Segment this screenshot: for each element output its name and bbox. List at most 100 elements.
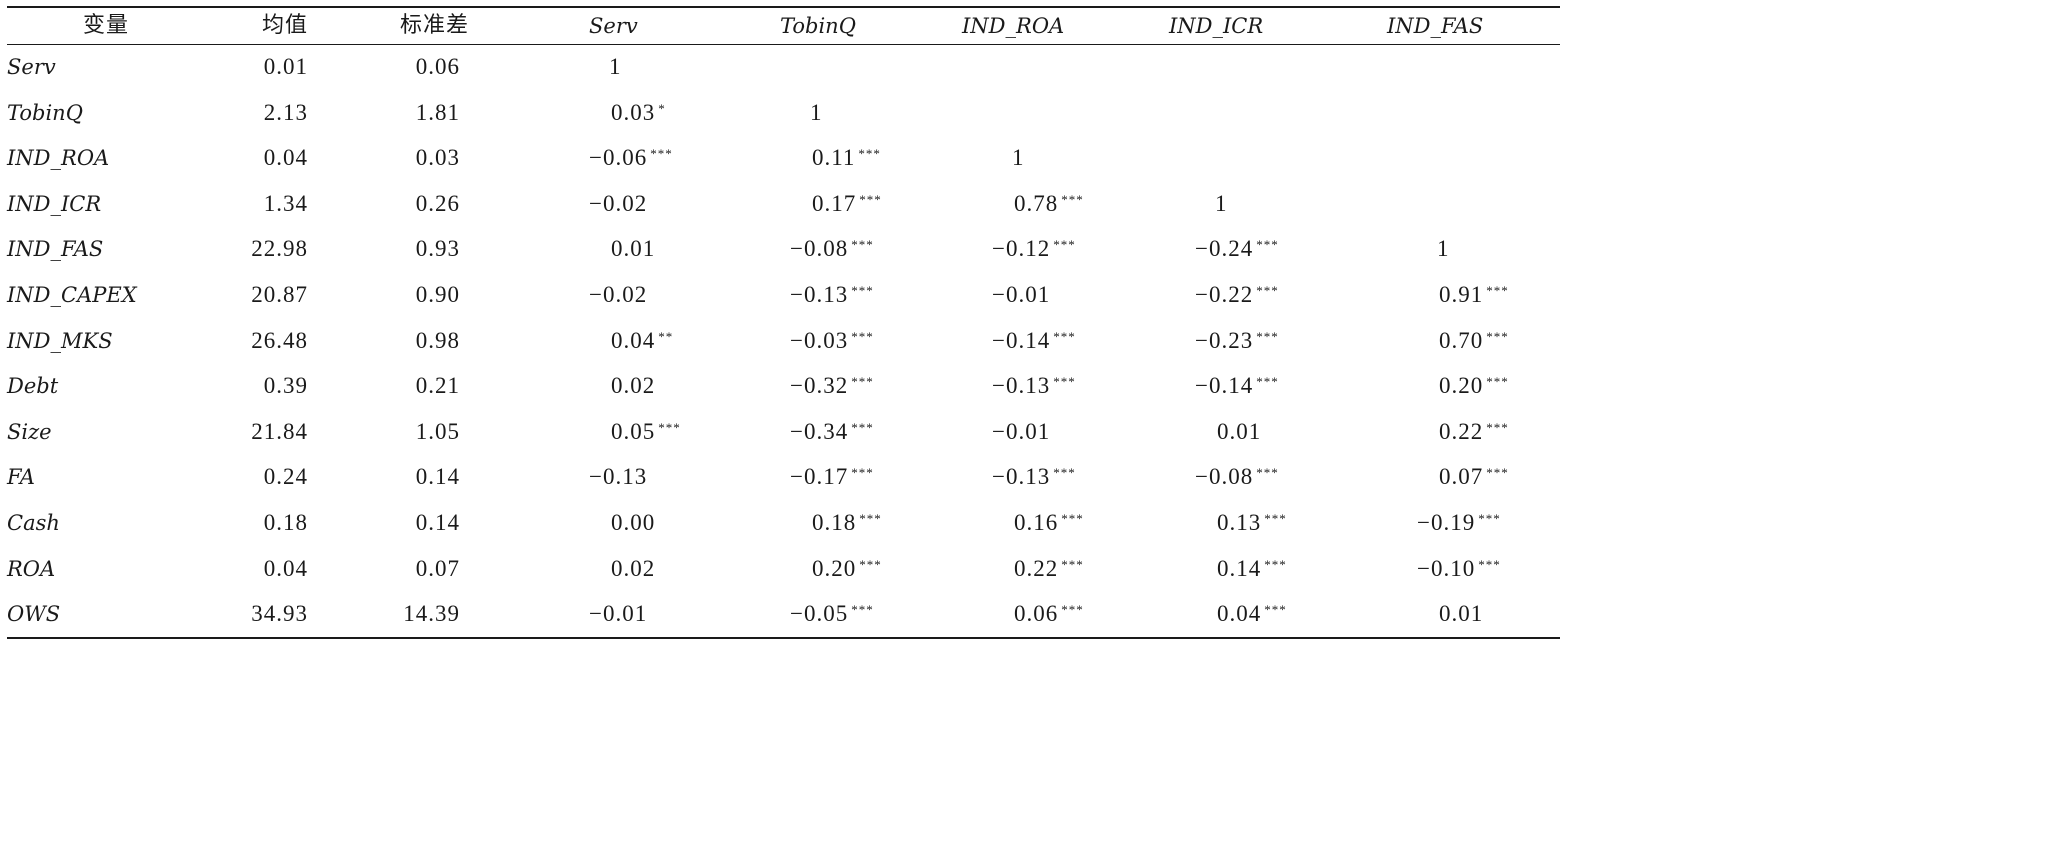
significance-stars: *** — [1053, 329, 1076, 344]
significance-stars: *** — [1264, 511, 1287, 526]
correlation-cell: 0.07 *** — [1439, 462, 1509, 495]
correlation-cell: −0.06 *** — [589, 143, 673, 176]
variable-name: Size — [7, 420, 52, 444]
variable-name: Serv — [7, 55, 56, 79]
significance-stars: *** — [1264, 557, 1287, 572]
correlation-value: −0.19 — [1417, 510, 1476, 535]
correlation-value: −0.08 — [790, 236, 849, 261]
correlation-cell: −0.34 *** — [790, 417, 874, 450]
mean-value: 1.34 — [263, 191, 308, 216]
significance-stars: *** — [1478, 557, 1501, 572]
significance-stars: *** — [1053, 465, 1076, 480]
table-top-rule — [7, 6, 1560, 8]
correlation-cell: −0.13 *** — [992, 371, 1076, 404]
correlation-value: −0.22 — [1195, 282, 1254, 307]
mean-value: 0.04 — [263, 145, 308, 170]
correlation-value: 0.04 — [611, 328, 656, 353]
correlation-value: 0.17 — [812, 191, 857, 216]
correlation-value: 1 — [1215, 191, 1228, 216]
correlation-cell: 0.91 *** — [1439, 280, 1509, 313]
variable-name: IND_ICR — [7, 192, 102, 216]
correlation-value: 0.91 — [1439, 282, 1484, 307]
correlation-cell: −0.03 *** — [790, 326, 874, 359]
correlation-value: −0.13 — [992, 464, 1051, 489]
sd-value: 0.14 — [415, 464, 460, 489]
table-row: IND_MKS 26.48 0.98 0.04 ** −0.03 *** −0.14 *** −0… — [7, 326, 1560, 356]
correlation-cell: −0.01 — [589, 599, 647, 629]
correlation-value: 0.01 — [1217, 419, 1262, 444]
significance-stars: *** — [851, 329, 874, 344]
correlation-cell: −0.19 *** — [1417, 508, 1501, 541]
mean-value: 22.98 — [251, 236, 308, 261]
significance-stars: *** — [851, 420, 874, 435]
correlation-value: −0.14 — [992, 328, 1051, 353]
correlation-value: −0.32 — [790, 373, 849, 398]
sd-value: 0.26 — [415, 191, 460, 216]
significance-stars: *** — [1256, 374, 1279, 389]
significance-stars: *** — [859, 557, 882, 572]
mean-value: 0.04 — [263, 556, 308, 581]
table-row: OWS 34.93 14.39 −0.01 −0.05 *** 0.06 *** 0.04 ***… — [7, 599, 1560, 629]
correlation-cell: −0.01 — [992, 417, 1050, 447]
significance-stars: *** — [1486, 465, 1509, 480]
correlation-cell: −0.24 *** — [1195, 234, 1279, 267]
significance-stars: *** — [1053, 237, 1076, 252]
significance-stars: *** — [1256, 329, 1279, 344]
table-row: ROA 0.04 0.07 0.02 0.20 *** 0.22 *** 0.14 *** −0.1… — [7, 554, 1560, 584]
correlation-cell: 0.18 *** — [812, 508, 882, 541]
correlation-cell: −0.32 *** — [790, 371, 874, 404]
correlation-value: −0.13 — [790, 282, 849, 307]
correlation-cell: 0.17 *** — [812, 189, 882, 222]
correlation-cell: 1 — [609, 52, 622, 82]
correlation-cell: 0.16 *** — [1014, 508, 1084, 541]
significance-stars: *** — [1061, 602, 1084, 617]
table-row: FA 0.24 0.14 −0.13 −0.17 *** −0.13 *** −0.08 *** 0… — [7, 462, 1560, 492]
correlation-value: 0.02 — [611, 373, 656, 398]
table-row: Cash 0.18 0.14 0.00 0.18 *** 0.16 *** 0.13 *** −0.… — [7, 508, 1560, 538]
correlation-cell: 0.01 — [1439, 599, 1483, 629]
significance-stars: *** — [1061, 511, 1084, 526]
header-ind-icr: IND_ICR — [1169, 14, 1264, 38]
variable-name: IND_MKS — [7, 329, 113, 353]
correlation-value: 0.18 — [812, 510, 857, 535]
correlation-value: 0.00 — [611, 510, 656, 535]
significance-stars: *** — [1486, 374, 1509, 389]
significance-stars: *** — [1256, 283, 1279, 298]
correlation-cell: 0.22 *** — [1014, 554, 1084, 587]
correlation-cell: 1 — [1012, 143, 1025, 173]
correlation-cell: −0.14 *** — [1195, 371, 1279, 404]
correlation-cell: 0.01 — [1217, 417, 1261, 447]
table-row: IND_FAS 22.98 0.93 0.01 −0.08 *** −0.12 *** −0.2… — [7, 234, 1560, 264]
significance-stars: *** — [851, 374, 874, 389]
table-row: Debt 0.39 0.21 0.02 −0.32 *** −0.13 *** −0.14 ***… — [7, 371, 1560, 401]
correlation-value: 0.16 — [1014, 510, 1059, 535]
significance-stars: *** — [1256, 237, 1279, 252]
mean-value: 2.13 — [263, 100, 308, 125]
correlation-value: −0.10 — [1417, 556, 1476, 581]
correlation-cell: 0.14 *** — [1217, 554, 1287, 587]
significance-stars: *** — [1264, 602, 1287, 617]
sd-value: 14.39 — [403, 601, 460, 626]
header-ind-fas: IND_FAS — [1387, 14, 1484, 38]
correlation-value: 0.78 — [1014, 191, 1059, 216]
table-row: Size 21.84 1.05 0.05 *** −0.34 *** −0.01 0.01 0.2… — [7, 417, 1560, 447]
significance-stars: *** — [851, 602, 874, 617]
significance-stars: *** — [851, 465, 874, 480]
correlation-cell: 0.70 *** — [1439, 326, 1509, 359]
header-variable: 变量 — [83, 13, 130, 38]
significance-stars: *** — [1486, 329, 1509, 344]
variable-name: Debt — [7, 374, 59, 398]
significance-stars: * — [658, 101, 666, 116]
table-row: IND_ROA 0.04 0.03 −0.06 *** 0.11 *** 1 — [7, 143, 1560, 173]
correlation-value: 0.05 — [611, 419, 656, 444]
significance-stars: *** — [1061, 192, 1084, 207]
correlation-value: −0.01 — [992, 419, 1051, 444]
variable-name: IND_ROA — [7, 146, 110, 170]
mean-value: 0.39 — [263, 373, 308, 398]
header-serv: Serv — [589, 14, 638, 38]
table-row: IND_ICR 1.34 0.26 −0.02 0.17 *** 0.78 *** 1 — [7, 189, 1560, 219]
correlation-cell: 0.00 — [611, 508, 655, 538]
correlation-value: 0.22 — [1014, 556, 1059, 581]
correlation-value: 0.01 — [1439, 601, 1484, 626]
correlation-value: −0.14 — [1195, 373, 1254, 398]
